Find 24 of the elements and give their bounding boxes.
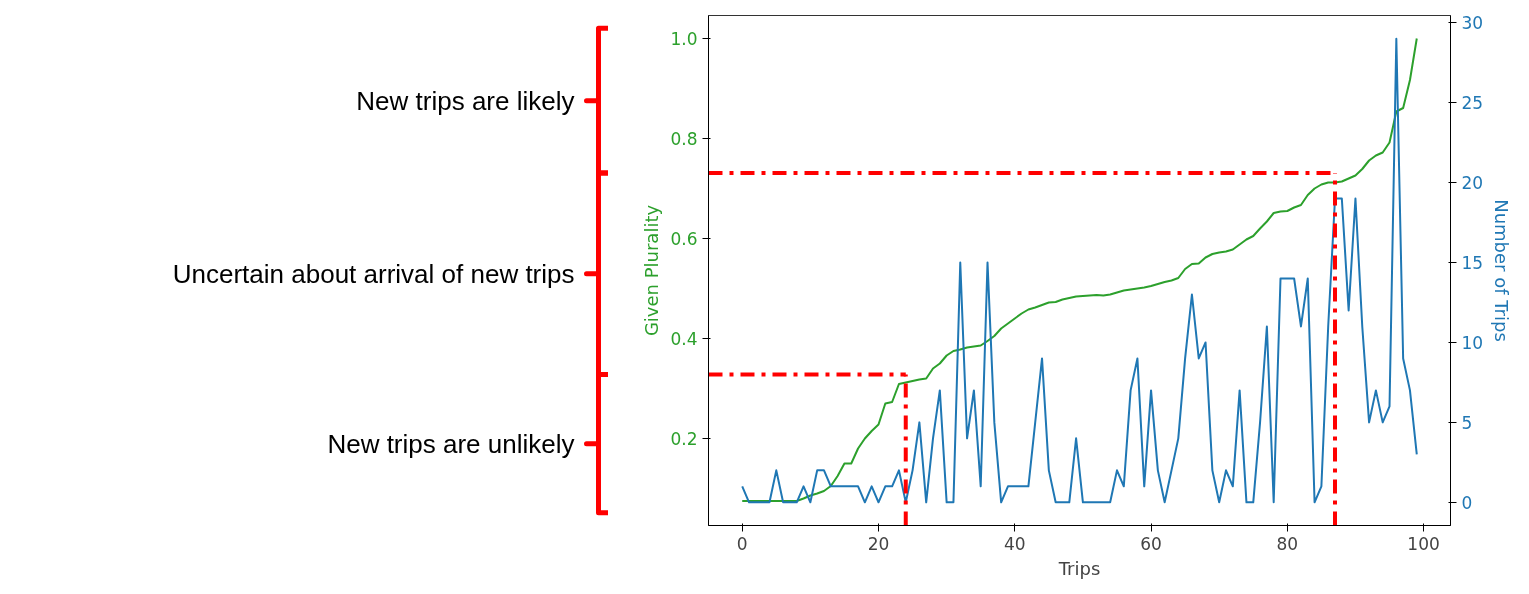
- y2-tick-label: 25: [1461, 93, 1484, 114]
- y2-tick-label: 5: [1461, 412, 1473, 433]
- x-tick-label: 40: [1003, 533, 1026, 554]
- y2-axis-title: Number of Trips: [1491, 199, 1513, 342]
- text: New trips are likely: [356, 85, 575, 116]
- y2-tick-label: 10: [1461, 332, 1484, 353]
- y2-tick-label: 0: [1461, 492, 1473, 513]
- text: New trips are unlikely: [327, 428, 575, 459]
- x-tick-label: 0: [736, 533, 748, 554]
- y-axis-title: Given Plurality: [641, 204, 663, 337]
- x-tick-label: 60: [1140, 533, 1162, 554]
- y-tick-label: 0.8: [670, 129, 698, 149]
- y-tick-label: 1.0: [670, 29, 698, 49]
- y-tick-label: 0.4: [670, 329, 698, 349]
- y-tick-label: 0.2: [670, 429, 698, 449]
- y-tick-label: 0.6: [670, 229, 698, 249]
- x-tick-label: 80: [1276, 533, 1299, 554]
- y2-tick-label: 15: [1461, 253, 1484, 274]
- y2-tick-label: 30: [1461, 13, 1484, 34]
- x-axis-title: Trips: [1057, 557, 1101, 579]
- text: Uncertain about arrival of new trips: [172, 258, 575, 289]
- x-tick-label: 20: [867, 533, 890, 554]
- y2-tick-label: 20: [1461, 173, 1484, 194]
- x-tick-label: 100: [1407, 533, 1440, 554]
